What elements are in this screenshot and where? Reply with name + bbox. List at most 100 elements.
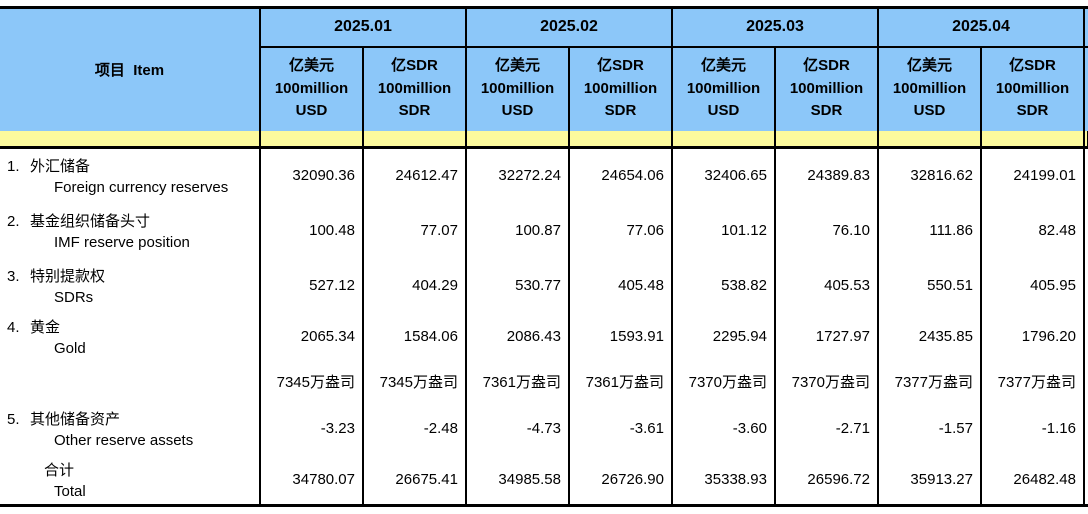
cropped-next-column-cell (1083, 360, 1088, 403)
cropped-next-column-header (1083, 6, 1088, 48)
total-value-cell: 34985.58 (465, 454, 570, 507)
value-cell: 32272.24 (465, 147, 570, 203)
value-cell: 32406.65 (671, 147, 776, 203)
usd-subheader: 亿美元 100million USD (465, 46, 570, 131)
gold-ounces-cell: 7377万盎司 (980, 360, 1085, 403)
row-label-zh: 其他储备资产 (30, 411, 121, 428)
separator-band-cell (362, 130, 467, 149)
value-cell: -1.57 (877, 402, 982, 455)
cropped-next-column-cell (1083, 202, 1088, 258)
row-label-en: SDRs (54, 288, 94, 306)
row-label-other-reserve-assets: 5. 其他储备资产 Other reserve assets (0, 402, 261, 455)
gold-ounces-cell: 7370万盎司 (774, 360, 879, 403)
total-value-cell: 34780.07 (259, 454, 364, 507)
row-label-en: Total (54, 482, 86, 500)
row-number: 1. (7, 158, 20, 176)
value-cell: 24199.01 (980, 147, 1085, 203)
gold-ounces-cell: 7370万盎司 (671, 360, 776, 403)
table-row-gold: 4. 黄金 Gold 2065.34 1584.06 2086.43 1593.9… (0, 312, 1088, 361)
gold-ounces-cell: 7345万盎司 (259, 360, 364, 403)
row-label-empty (0, 360, 261, 403)
usd-subheader: 亿美元 100million USD (671, 46, 776, 131)
separator-band-cell (980, 130, 1085, 149)
value-cell: 100.48 (259, 202, 364, 258)
value-cell: 100.87 (465, 202, 570, 258)
row-number: 3. (7, 267, 20, 285)
value-cell: -3.60 (671, 402, 776, 455)
cropped-next-column-cell (1083, 257, 1088, 313)
row-label-en: Other reserve assets (54, 432, 194, 449)
value-cell: 404.29 (362, 257, 467, 313)
period-header-2025-02: 2025.02 (465, 6, 673, 48)
gold-ounces-cell: 7345万盎司 (362, 360, 467, 403)
value-cell: 101.12 (671, 202, 776, 258)
table-row-foreign-currency-reserves: 1. 外汇储备 Foreign currency reserves 32090.3… (0, 147, 1088, 203)
value-cell: 527.12 (259, 257, 364, 313)
sdr-subheader: 亿SDR 100million SDR (774, 46, 879, 131)
value-cell: 1727.97 (774, 312, 879, 361)
value-cell: 77.07 (362, 202, 467, 258)
table-row-gold-ounces: 7345万盎司 7345万盎司 7361万盎司 7361万盎司 7370万盎司 … (0, 360, 1088, 403)
value-cell: 405.95 (980, 257, 1085, 313)
row-label-zh: 合计 (44, 461, 75, 479)
row-label-zh: 外汇储备 (30, 158, 91, 176)
row-number: 2. (7, 212, 20, 230)
gold-ounces-cell: 7361万盎司 (465, 360, 570, 403)
separator-band-cell (568, 130, 673, 149)
row-label-sdrs: 3. 特别提款权 SDRs (0, 257, 261, 313)
row-label-en: IMF reserve position (54, 233, 190, 251)
value-cell: 2295.94 (671, 312, 776, 361)
value-cell: -3.23 (259, 402, 364, 455)
value-cell: 32816.62 (877, 147, 982, 203)
row-label-zh: 基金组织储备头寸 (30, 212, 151, 230)
value-cell: 538.82 (671, 257, 776, 313)
value-cell: -2.48 (362, 402, 467, 455)
separator-band-cell (877, 130, 982, 149)
row-number: 4. (7, 319, 20, 336)
row-label-total: 合计 Total (0, 454, 261, 507)
row-label-imf-reserve-position: 2. 基金组织储备头寸 IMF reserve position (0, 202, 261, 258)
period-header-2025-03: 2025.03 (671, 6, 879, 48)
row-label-foreign-currency-reserves: 1. 外汇储备 Foreign currency reserves (0, 147, 261, 203)
value-cell: -1.16 (980, 402, 1085, 455)
value-cell: 111.86 (877, 202, 982, 258)
total-value-cell: 26482.48 (980, 454, 1085, 507)
row-label-en: Foreign currency reserves (54, 179, 229, 197)
total-value-cell: 35913.27 (877, 454, 982, 507)
value-cell: 82.48 (980, 202, 1085, 258)
row-label-zh: 特别提款权 (30, 267, 106, 285)
period-header-row: 项目 Item 2025.01 2025.02 2025.03 2025.04 (0, 6, 1088, 131)
item-column-header: 项目 Item (0, 6, 261, 131)
total-value-cell: 35338.93 (671, 454, 776, 507)
row-number: 5. (7, 411, 20, 428)
sdr-subheader: 亿SDR 100million SDR (568, 46, 673, 131)
usd-subheader: 亿美元 100million USD (877, 46, 982, 131)
cropped-next-column-cell (1083, 312, 1088, 361)
value-cell: 1796.20 (980, 312, 1085, 361)
value-cell: 77.06 (568, 202, 673, 258)
total-value-cell: 26726.90 (568, 454, 673, 507)
value-cell: -3.61 (568, 402, 673, 455)
cropped-next-column-cell (1083, 147, 1088, 203)
period-header-2025-04: 2025.04 (877, 6, 1085, 48)
value-cell: 2086.43 (465, 312, 570, 361)
value-cell: 32090.36 (259, 147, 364, 203)
row-label-gold: 4. 黄金 Gold (0, 312, 261, 361)
official-reserve-assets-table: 项目 Item 2025.01 2025.02 2025.03 2025.04 … (0, 6, 1088, 507)
sdr-subheader: 亿SDR 100million SDR (980, 46, 1085, 131)
separator-band-cell (465, 130, 570, 149)
table-row-imf-reserve-position: 2. 基金组织储备头寸 IMF reserve position 100.48 7… (0, 202, 1088, 258)
usd-subheader: 亿美元 100million USD (259, 46, 364, 131)
value-cell: 530.77 (465, 257, 570, 313)
cropped-next-column-cell (1083, 402, 1088, 455)
period-header-2025-01: 2025.01 (259, 6, 467, 48)
table-row-total: 合计 Total 34780.07 26675.41 34985.58 2672… (0, 454, 1088, 507)
gold-ounces-cell: 7377万盎司 (877, 360, 982, 403)
separator-band-row (0, 130, 1088, 149)
value-cell: -4.73 (465, 402, 570, 455)
cropped-next-column-subheader (1083, 46, 1088, 131)
value-cell: 550.51 (877, 257, 982, 313)
value-cell: 2435.85 (877, 312, 982, 361)
row-label-zh: 黄金 (30, 319, 61, 336)
separator-band-cell (671, 130, 776, 149)
